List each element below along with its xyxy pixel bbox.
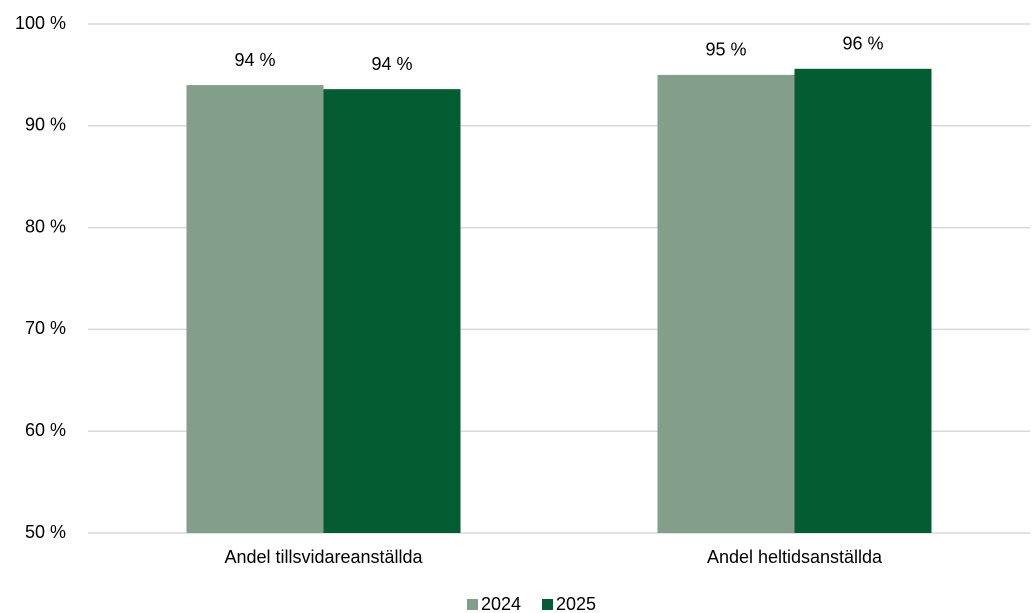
bar <box>657 74 795 534</box>
legend-label: 2025 <box>556 594 596 613</box>
bar <box>323 89 461 533</box>
y-tick-label: 90 % <box>25 115 66 135</box>
data-label: 96 % <box>842 34 883 54</box>
legend-swatch <box>467 599 478 610</box>
y-tick-label: 50 % <box>25 522 66 542</box>
data-label: 94 % <box>371 54 412 74</box>
x-tick-label: Andel tillsvidareanställda <box>224 547 423 567</box>
data-label: 94 % <box>234 50 275 70</box>
y-tick-label: 60 % <box>25 420 66 440</box>
x-tick-label: Andel heltidsanställda <box>707 547 883 567</box>
legend-label: 2024 <box>481 594 521 613</box>
y-tick-label: 100 % <box>15 13 66 33</box>
data-label: 95 % <box>705 40 746 60</box>
y-tick-label: 70 % <box>25 318 66 338</box>
bar <box>186 85 324 533</box>
y-tick-label: 80 % <box>25 216 66 236</box>
bar <box>794 68 932 534</box>
legend-swatch <box>542 599 553 610</box>
